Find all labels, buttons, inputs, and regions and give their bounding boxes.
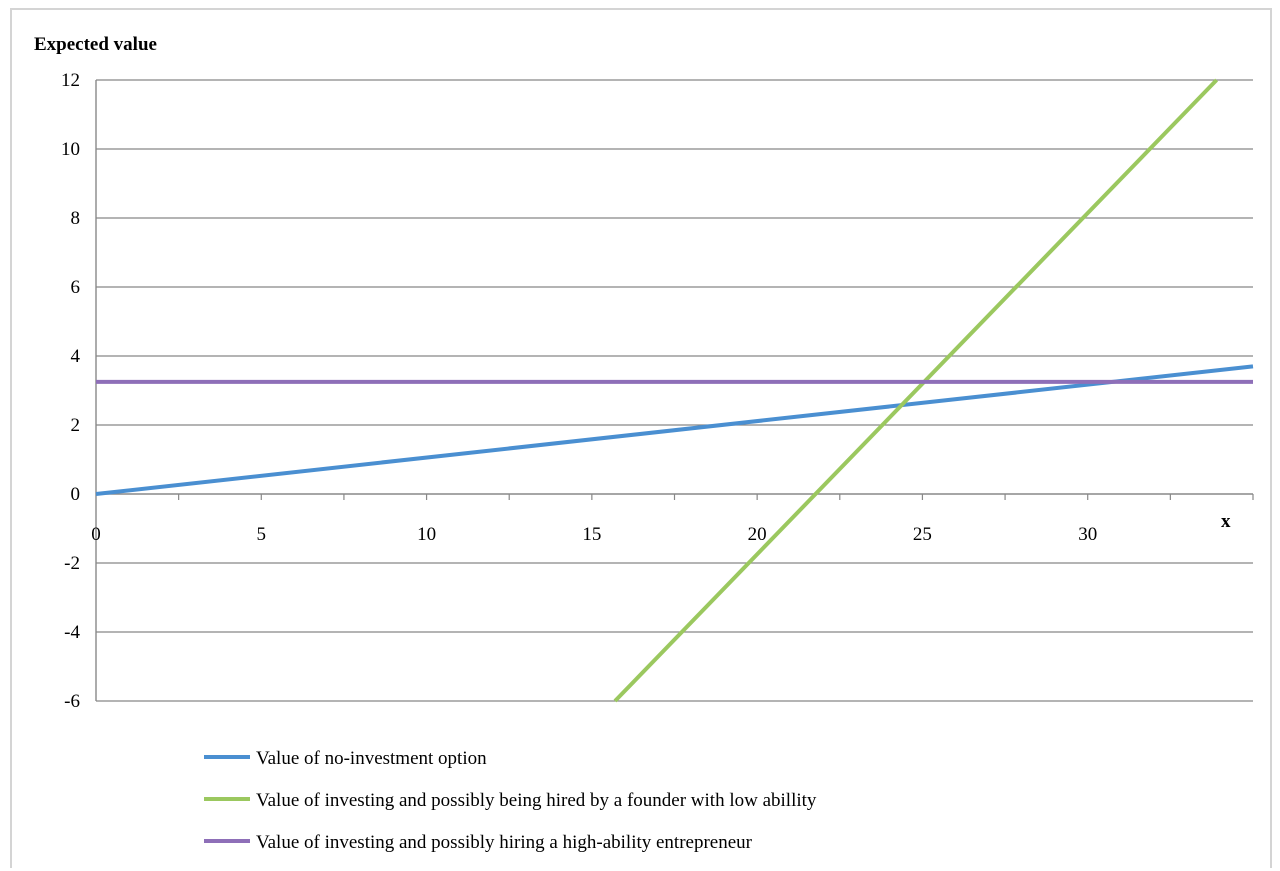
series-line-2 [613,78,1219,703]
chart-frame [10,8,1272,868]
gridlines [96,79,1253,702]
x-tick-label: 0 [91,524,101,545]
y-tick-label: 4 [71,346,81,367]
y-axis-title: Expected value [34,34,157,55]
y-tick-label: -6 [64,691,80,712]
axes [95,80,1254,701]
y-tick-label: 0 [71,484,81,505]
x-tick-label: 15 [582,524,601,545]
y-tick-label: 2 [71,415,81,436]
y-tick-label: -2 [64,553,80,574]
series-line-1 [95,364,1254,496]
x-tick-label: 20 [748,524,767,545]
x-tick-label: 30 [1078,524,1097,545]
x-axis-title: x [1221,511,1231,532]
legend: Value of no-investment option Value of in… [204,748,817,853]
y-tick-label: 8 [71,208,81,229]
legend-label-1: Value of no-investment option [256,748,487,769]
tick-labels: -6 -4 -2 0 2 4 6 8 10 12 0 5 10 15 20 25 30 [61,70,1097,712]
legend-label-3: Value of investing and possibly hiring a… [256,832,753,853]
series-lines [95,78,1254,703]
y-tick-label: 12 [61,70,80,91]
y-tick-label: -4 [64,622,80,643]
legend-label-2: Value of investing and possibly being hi… [256,790,817,811]
x-tick-label: 5 [257,524,267,545]
y-tick-label: 6 [71,277,81,298]
x-tick-label: 25 [913,524,932,545]
y-tick-label: 10 [61,139,80,160]
x-tick-label: 10 [417,524,436,545]
